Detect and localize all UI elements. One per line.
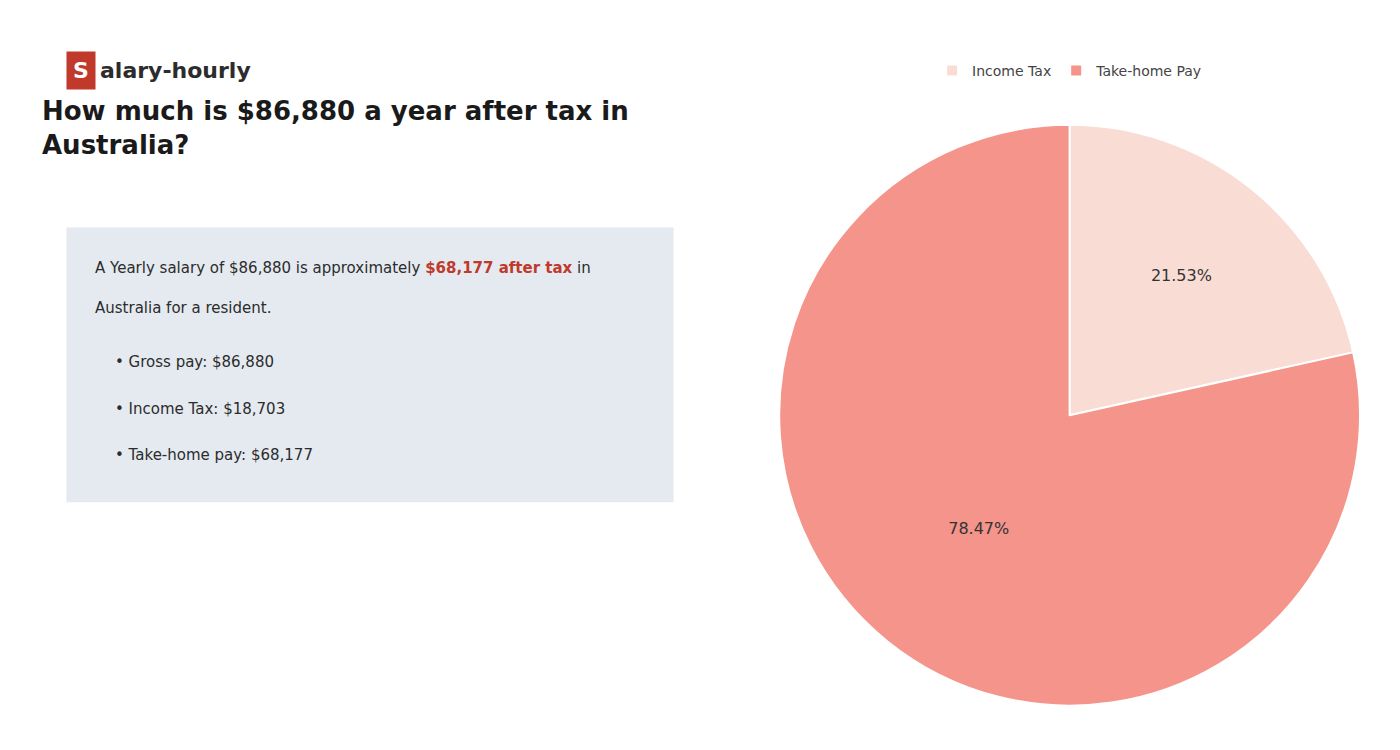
svg-text:S: S xyxy=(73,58,89,83)
svg-text:Australia for a resident.: Australia for a resident. xyxy=(95,299,271,317)
svg-text:A Yearly salary of $86,880 is: A Yearly salary of $86,880 is approximat… xyxy=(95,259,591,277)
svg-text:21.53%: 21.53% xyxy=(1151,266,1212,285)
svg-text:alary-hourly: alary-hourly xyxy=(100,58,251,83)
svg-text:• Gross pay: $86,880: • Gross pay: $86,880 xyxy=(115,353,274,371)
svg-text:78.47%: 78.47% xyxy=(948,519,1009,538)
svg-text:Income Tax: Income Tax xyxy=(972,63,1051,79)
svg-text:• Income Tax: $18,703: • Income Tax: $18,703 xyxy=(115,400,285,418)
svg-text:How much is $86,880 a year aft: How much is $86,880 a year after tax inA… xyxy=(42,96,629,160)
svg-text:• Take-home pay: $68,177: • Take-home pay: $68,177 xyxy=(115,446,313,464)
svg-text:Take-home Pay: Take-home Pay xyxy=(1095,63,1201,79)
